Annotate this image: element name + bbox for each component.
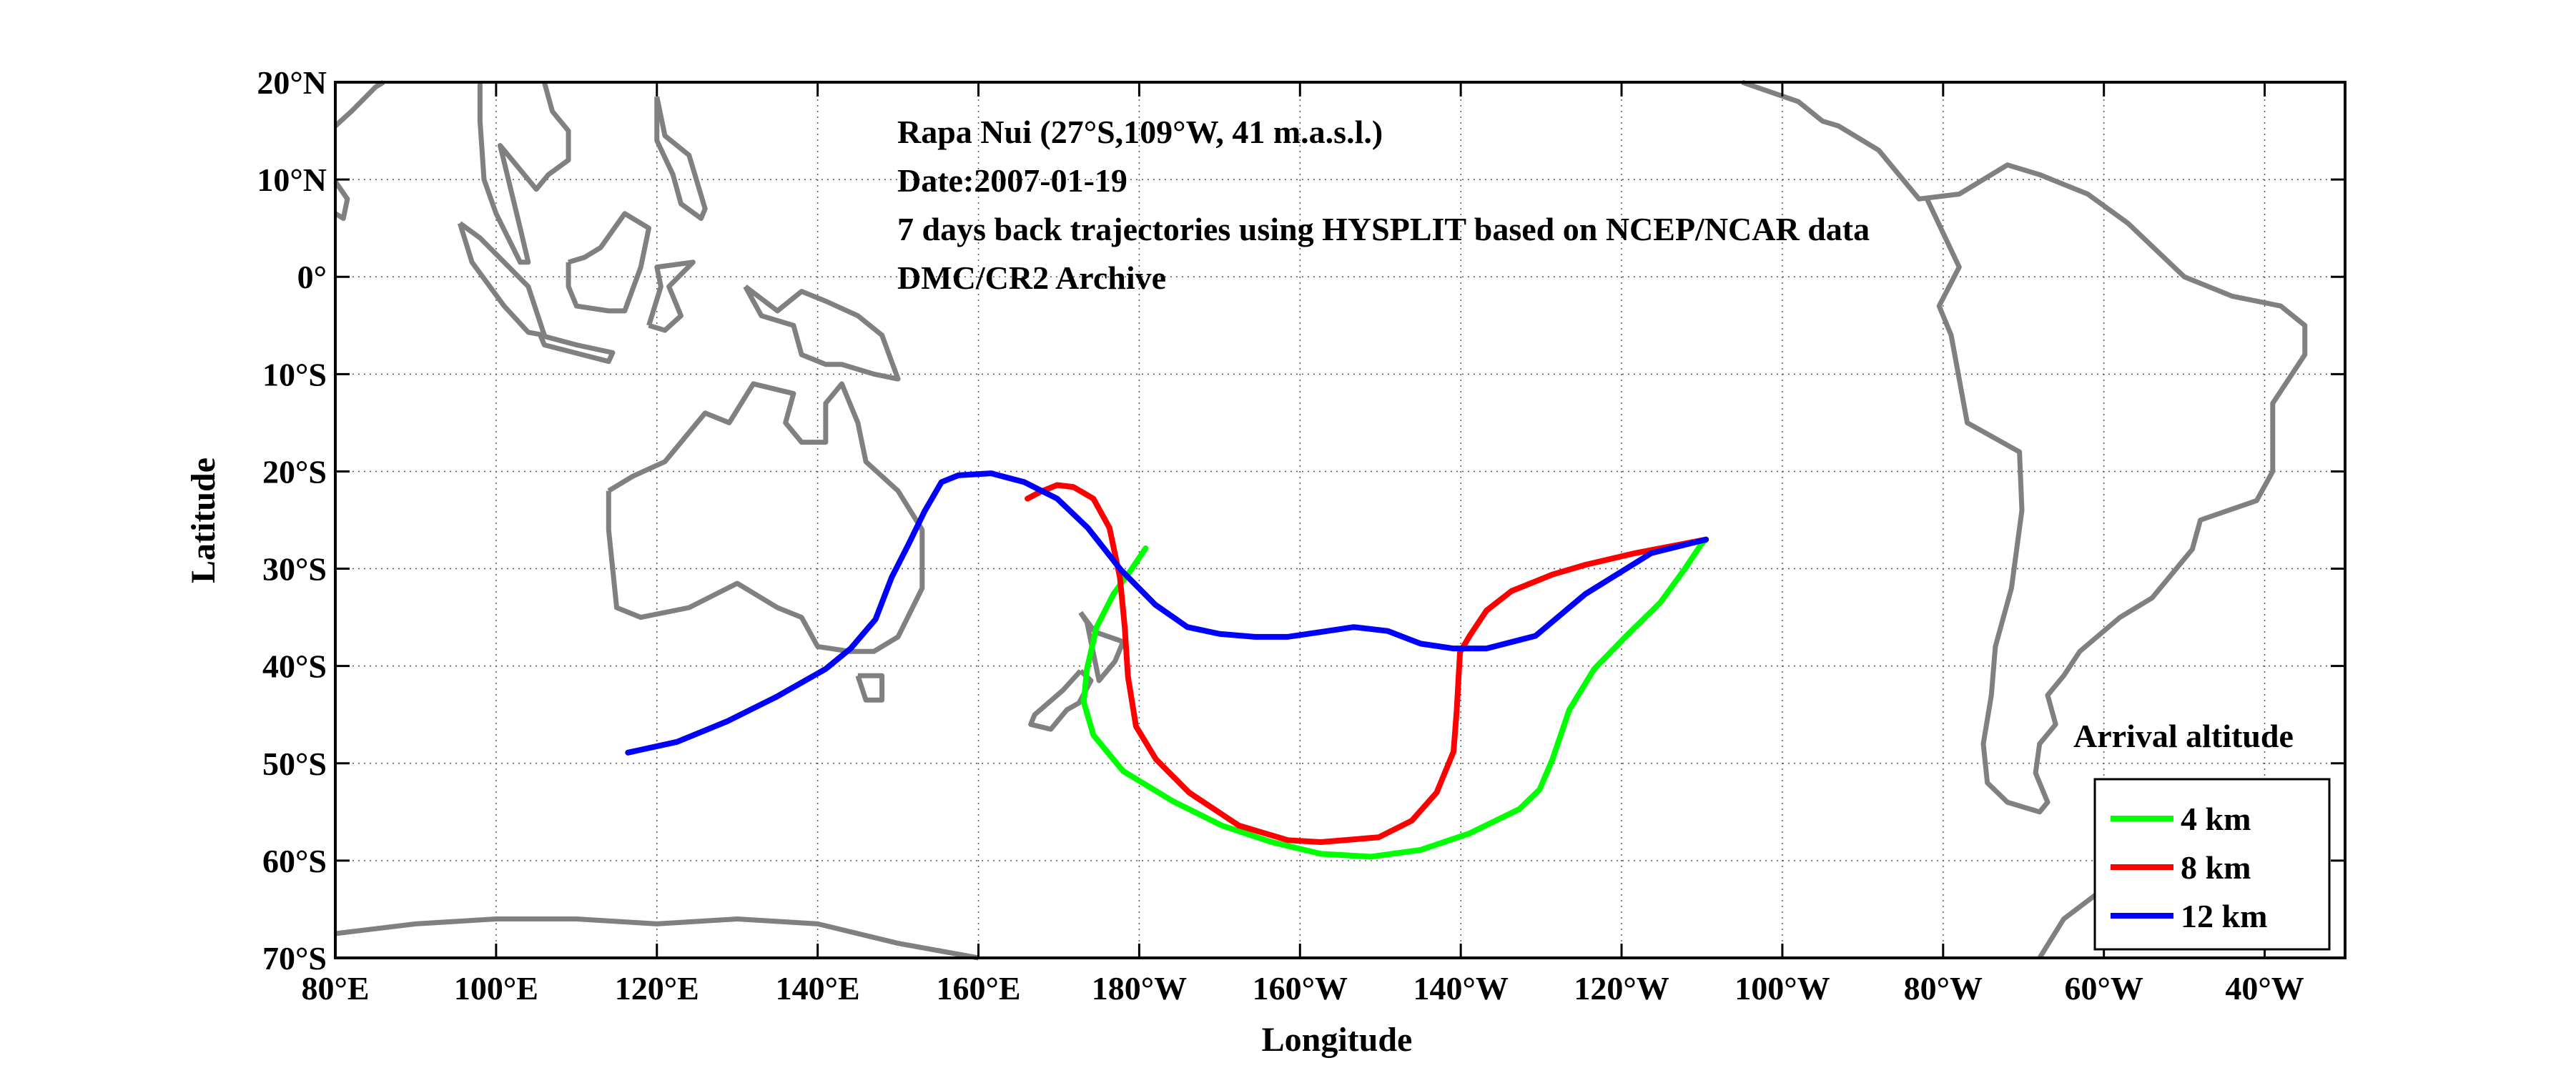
coastline	[566, 211, 652, 314]
y-tick-label: 60°S	[262, 843, 327, 879]
x-tick-label: 60°W	[2064, 970, 2143, 1007]
coastline	[333, 179, 350, 222]
coastline	[335, 916, 979, 961]
coastline	[538, 332, 616, 365]
annotation-station: Rapa Nui (27°S,109°W, 41 m.a.s.l.)	[897, 114, 1383, 150]
x-tick-label: 120°E	[615, 970, 699, 1007]
x-tick-label: 100°W	[1734, 970, 1830, 1007]
y-tick-label: 20°S	[262, 453, 327, 490]
coastline	[606, 381, 925, 654]
y-tick-label: 40°S	[262, 648, 327, 685]
y-tick-label: 20°N	[257, 64, 327, 101]
trajectory-4km	[1080, 536, 1709, 860]
y-tick-label: 0°	[297, 259, 327, 295]
y-tick-label: 70°S	[262, 940, 327, 976]
coastline	[646, 259, 696, 333]
plot-frame	[334, 81, 2346, 959]
coastline	[743, 285, 901, 382]
x-tick-label: 160°W	[1253, 970, 1348, 1007]
coastline	[333, 80, 385, 128]
y-tick-label: 10°S	[262, 356, 327, 392]
x-tick-label: 160°E	[936, 970, 1020, 1007]
annotation-method: 7 days back trajectories using HYSPLIT b…	[897, 211, 1870, 247]
annotation-archive: DMC/CR2 Archive	[897, 259, 1166, 296]
x-tick-label: 100°E	[454, 970, 538, 1007]
x-tick-label: 140°E	[776, 970, 860, 1007]
x-tick-label: 80°E	[301, 970, 369, 1007]
coastlines	[333, 79, 2308, 961]
trajectory-8km	[1025, 482, 1709, 846]
x-tick-label: 180°W	[1092, 970, 1187, 1007]
annotation-date: Date:2007-01-19	[897, 162, 1127, 199]
trajectory-series	[625, 470, 1709, 860]
legend-label: 4 km	[2181, 801, 2251, 837]
y-axis-label: Latitude	[184, 458, 222, 583]
x-axis-label: Longitude	[1262, 1021, 1413, 1059]
legend: 4 km 8 km 12 km	[2093, 778, 2331, 951]
trajectory-12km	[625, 470, 1709, 756]
coastline	[855, 673, 885, 703]
x-tick-label: 80°W	[1904, 970, 1983, 1007]
y-tick-label: 10°N	[257, 162, 327, 198]
x-tick-label: 120°W	[1574, 970, 1669, 1007]
coastline	[1741, 79, 2308, 815]
coastline	[1078, 610, 1126, 683]
coastline	[477, 81, 571, 265]
axis-ticks: 80°E 100°E 120°E 140°E 160°E 180°W 160°W 140°W 1…	[257, 64, 2345, 1007]
x-tick-label: 40°W	[2225, 970, 2304, 1007]
y-tick-label: 30°S	[262, 551, 327, 588]
legend-label: 8 km	[2181, 849, 2251, 886]
annotations: Rapa Nui (27°S,109°W, 41 m.a.s.l.) Date:…	[897, 114, 1870, 296]
coastline	[654, 96, 708, 222]
coastline	[457, 221, 547, 338]
legend-label: 12 km	[2181, 898, 2267, 934]
x-tick-label: 140°W	[1413, 970, 1508, 1007]
legend-title: Arrival altitude	[2073, 718, 2294, 754]
coastline	[2037, 892, 2098, 959]
y-tick-label: 50°S	[262, 746, 327, 782]
